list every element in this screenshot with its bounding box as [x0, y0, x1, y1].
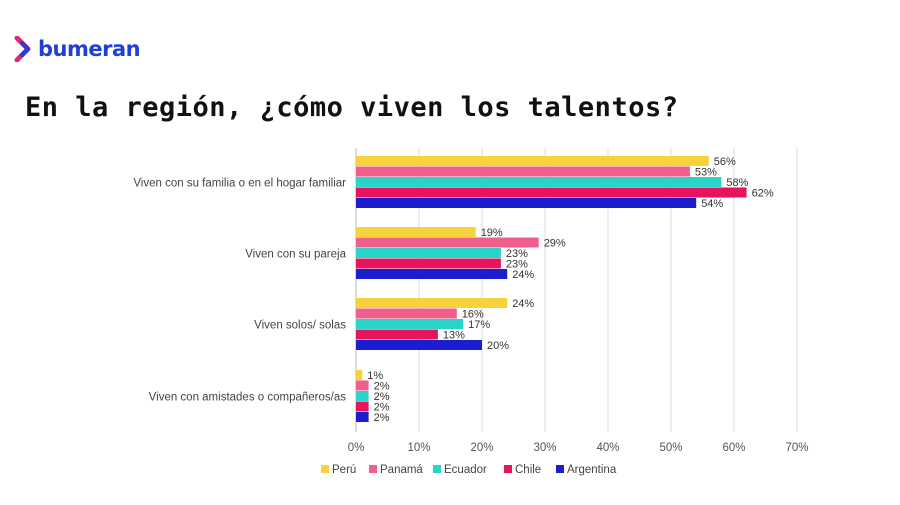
bar [356, 391, 369, 401]
bar [356, 248, 501, 258]
data-label: 23% [506, 259, 528, 271]
bar [356, 329, 438, 340]
x-tick-label: 20% [470, 442, 493, 454]
bar [356, 156, 709, 166]
data-label: 2% [374, 412, 390, 424]
legend-swatch [433, 465, 441, 473]
bumeran-logo: bumeran [14, 36, 141, 62]
bumeran-arrow-icon [14, 36, 31, 62]
page-title: En la región, ¿cómo viven los talentos? [25, 92, 679, 123]
legend-swatch [556, 465, 564, 473]
data-label: 17% [468, 319, 490, 331]
x-tick-label: 10% [407, 442, 430, 454]
bar [356, 187, 747, 198]
category-label: Viven con su pareja [245, 248, 346, 260]
legend-swatch [504, 465, 512, 473]
x-tick-label: 70% [785, 442, 808, 454]
bar [356, 412, 369, 422]
bar [356, 237, 539, 248]
data-label: 2% [374, 381, 390, 393]
data-label: 2% [374, 402, 390, 414]
data-label: 62% [752, 188, 774, 200]
legend-label: Panamá [380, 464, 423, 476]
legend-swatch [369, 465, 377, 473]
bar [356, 258, 501, 269]
data-label: 24% [512, 269, 534, 281]
data-label: 13% [443, 330, 465, 342]
data-label: 16% [462, 309, 484, 321]
legend-swatch [321, 465, 329, 473]
data-label: 23% [506, 248, 528, 260]
x-tick-label: 40% [596, 442, 619, 454]
bar [356, 308, 457, 319]
category-label: Viven solos/ solas [254, 319, 346, 331]
x-tick-label: 30% [533, 442, 556, 454]
data-label: 58% [726, 177, 748, 189]
brand-name: bumeran [38, 37, 141, 61]
data-label: 20% [487, 340, 509, 352]
data-label: 1% [367, 370, 383, 382]
data-label: 19% [481, 227, 503, 239]
legend-label: Perú [332, 464, 356, 476]
bar [356, 177, 722, 187]
bar [356, 370, 363, 380]
legend-label: Ecuador [444, 464, 487, 476]
data-label: 29% [544, 238, 566, 250]
data-label: 53% [695, 167, 717, 179]
bar [356, 319, 464, 329]
category-label: Viven con amistades o compañeros/as [149, 391, 347, 403]
x-tick-label: 50% [659, 442, 682, 454]
bar [356, 269, 508, 279]
data-label: 24% [512, 298, 534, 310]
data-label: 56% [714, 156, 736, 168]
bar [356, 380, 369, 391]
bar [356, 166, 690, 177]
bar [356, 198, 697, 208]
category-label: Viven con su familia o en el hogar famil… [133, 177, 346, 189]
x-tick-label: 0% [348, 442, 365, 454]
legend-label: Chile [515, 464, 541, 476]
x-tick-label: 60% [722, 442, 745, 454]
bar [356, 298, 508, 308]
data-label: 2% [374, 391, 390, 403]
bar [356, 340, 482, 350]
bar [356, 401, 369, 412]
bar [356, 227, 476, 237]
data-label: 54% [701, 198, 723, 210]
legend-label: Argentina [567, 464, 617, 476]
